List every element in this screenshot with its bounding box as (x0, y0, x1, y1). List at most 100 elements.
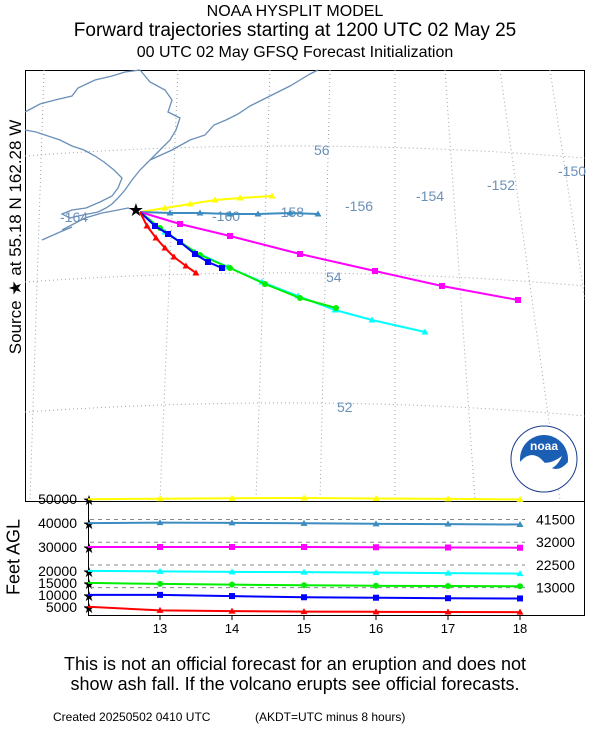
height-point-red (516, 608, 524, 615)
trajectory-blue-point (192, 251, 198, 257)
trajectory-red-point (192, 269, 200, 276)
lat-label-56: 56 (314, 142, 330, 158)
height-point-blue (445, 595, 451, 602)
height-point-teal (516, 521, 524, 528)
lat-grid-52 (24, 402, 586, 417)
lon-grid-154 (444, 69, 476, 501)
trajectory-teal-point (314, 210, 322, 217)
y-tick-label-15000: 15000 (38, 575, 77, 591)
height-point-teal (156, 519, 164, 526)
trajectory-magenta-point (372, 268, 378, 274)
trajectory-green-point (262, 281, 268, 287)
trajectory-yellow (139, 195, 273, 213)
y-tick-label-50000: 50000 (38, 491, 77, 507)
trajectory-cyan-point (368, 316, 376, 323)
height-point-teal (372, 520, 380, 527)
height-point-blue (301, 594, 307, 601)
noaa-logo: noaa (510, 425, 578, 493)
trajectory-green-point (297, 295, 303, 301)
height-point-green (445, 583, 451, 590)
height-point-red (444, 608, 452, 615)
trajectory-blue-point (152, 223, 158, 229)
trajectory-yellow-point (268, 192, 276, 199)
trajectory-blue-point (177, 239, 183, 245)
height-point-green (301, 582, 307, 589)
lon-label-m156: -156 (345, 198, 373, 214)
lat-label-52: 52 (337, 399, 353, 415)
y-tick-label-20000: 20000 (38, 563, 77, 579)
x-tick-label-17: 17 (441, 621, 455, 636)
height-point-green (157, 580, 163, 587)
trajectory-green (139, 211, 337, 309)
level-label-22500: 22500 (536, 557, 575, 573)
lon-grid-150 (549, 69, 586, 301)
height-point-green (517, 583, 523, 590)
trajectory-yellow-point (186, 200, 194, 207)
height-point-blue (229, 593, 235, 600)
trajectory-teal-point (226, 210, 234, 217)
trajectory-blue-point (219, 265, 225, 271)
trajectory-magenta-point (515, 297, 521, 303)
height-point-cyan (444, 569, 452, 576)
lat-label-54: 54 (326, 269, 342, 285)
trajectory-red-point (182, 262, 190, 269)
height-point-yellow (300, 494, 308, 501)
y-tick-label-5000: 5000 (46, 599, 77, 615)
level-label-41500: 41500 (536, 512, 575, 528)
trajectory-red-point (161, 244, 169, 251)
trajectory-red-point (143, 222, 151, 229)
map-frame (25, 70, 585, 502)
trajectory-title: Forward trajectories starting at 1200 UT… (73, 20, 517, 41)
trajectory-green-point (227, 265, 233, 271)
trajectory-magenta-point (297, 251, 303, 257)
forecast-init-subtitle: 00 UTC 02 May GFSQ Forecast Initializati… (136, 44, 454, 61)
lon-grid-152 (499, 69, 561, 501)
trajectory-yellow-point (236, 194, 244, 201)
height-point-blue (373, 594, 379, 601)
y-tick-label-10000: 10000 (38, 587, 77, 603)
height-point-magenta (373, 544, 379, 551)
trajectory-cyan-point (421, 328, 429, 335)
y-tick-label-40000: 40000 (38, 515, 77, 531)
level-label-13000: 13000 (536, 580, 575, 596)
height-point-cyan (228, 568, 236, 575)
height-point-yellow (444, 495, 452, 502)
height-source-star: ★ (83, 516, 96, 532)
height-point-teal (300, 519, 308, 526)
lon-label-m152: -152 (487, 177, 515, 193)
height-point-red (300, 608, 308, 615)
height-point-red (228, 607, 236, 614)
height-point-magenta (301, 544, 307, 551)
y-tick-label-30000: 30000 (38, 539, 77, 555)
height-point-teal (228, 519, 236, 526)
timezone-note: (AKDT=UTC minus 8 hours) (255, 710, 406, 724)
lon-label-m150: -150 (558, 163, 586, 179)
x-tick-label-18: 18 (513, 621, 527, 636)
trajectory-teal-point (286, 209, 294, 216)
trajectory-magenta-point (439, 283, 445, 289)
height-point-red (156, 606, 164, 613)
trajectory-blue-point (165, 231, 171, 237)
trajectory-magenta-point (227, 233, 233, 239)
height-point-yellow (372, 494, 380, 501)
height-point-magenta (229, 544, 235, 551)
height-point-teal (444, 520, 452, 527)
height-point-blue (517, 595, 523, 602)
lon-label-m154: -154 (416, 188, 444, 204)
disclaimer-line-2: show ash fall. If the volcano erupts see… (70, 674, 520, 694)
trajectory-blue-point (205, 259, 211, 265)
lon-grid-158 (319, 69, 331, 501)
height-point-cyan (156, 567, 164, 574)
height-point-magenta (517, 544, 523, 551)
noaa-logo-text: noaa (530, 439, 558, 453)
height-point-cyan (516, 570, 524, 577)
lon-label-m164: -164 (60, 209, 88, 225)
trajectory-green-point (333, 305, 339, 311)
x-tick-label-16: 16 (369, 621, 383, 636)
height-point-magenta (445, 544, 451, 551)
height-point-yellow (156, 495, 164, 502)
lon-label-m160: -160 (212, 208, 240, 224)
height-point-yellow (228, 494, 236, 501)
